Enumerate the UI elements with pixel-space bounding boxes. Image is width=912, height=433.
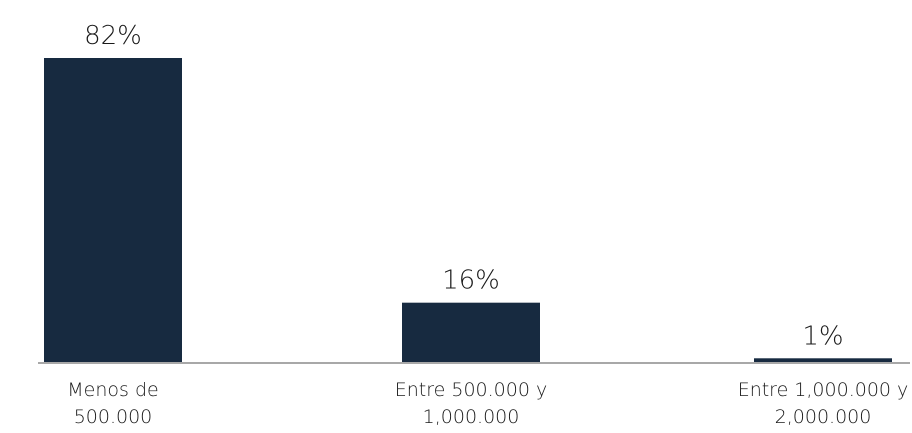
- category-labels-group: Menos de 500.000 Entre 500.000 y 1,000.000 E…: [67, 379, 908, 428]
- value-labels-group: 82% 16% 1%: [84, 21, 844, 351]
- value-label-2: 16%: [442, 266, 500, 296]
- bar-3: [754, 358, 892, 362]
- value-label-1: 82%: [84, 21, 142, 51]
- bar-2: [402, 302, 540, 362]
- bar-1: [44, 58, 182, 362]
- category-label-2-line-1: Entre 500.000 y: [395, 379, 547, 401]
- category-label-2-line-2: 1,000.000: [423, 406, 520, 428]
- bars-group: [44, 58, 892, 362]
- category-label-3-line-2: 2,000.000: [775, 406, 872, 428]
- category-label-1-line-2: 500.000: [74, 406, 153, 428]
- category-label-1-line-1: Menos de: [67, 379, 158, 401]
- value-label-3: 1%: [802, 321, 843, 351]
- category-label-3-line-1: Entre 1,000.000 y: [738, 379, 909, 401]
